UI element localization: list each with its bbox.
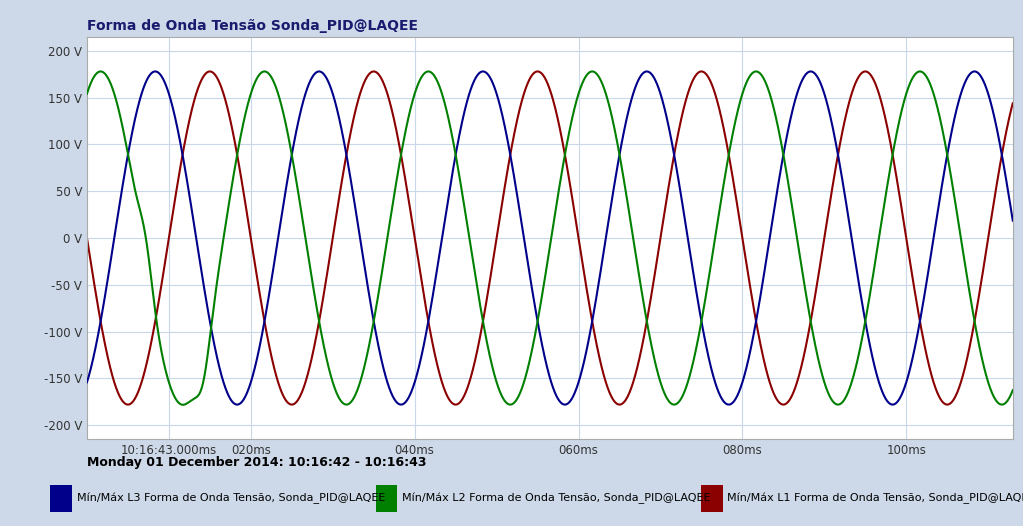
Bar — [701, 485, 722, 512]
Text: Mín/Máx L2 Forma de Onda Tensão, Sonda_PID@LAQEE: Mín/Máx L2 Forma de Onda Tensão, Sonda_P… — [402, 493, 711, 504]
Bar — [375, 485, 397, 512]
Text: Mín/Máx L3 Forma de Onda Tensão, Sonda_PID@LAQEE: Mín/Máx L3 Forma de Onda Tensão, Sonda_P… — [77, 493, 386, 504]
Text: Mín/Máx L1 Forma de Onda Tensão, Sonda_PID@LAQEE: Mín/Máx L1 Forma de Onda Tensão, Sonda_P… — [727, 493, 1023, 504]
Text: Monday 01 December 2014: 10:16:42 - 10:16:43: Monday 01 December 2014: 10:16:42 - 10:1… — [87, 456, 427, 469]
Bar — [50, 485, 72, 512]
Text: Forma de Onda Tensão Sonda_PID@LAQEE: Forma de Onda Tensão Sonda_PID@LAQEE — [87, 19, 418, 33]
